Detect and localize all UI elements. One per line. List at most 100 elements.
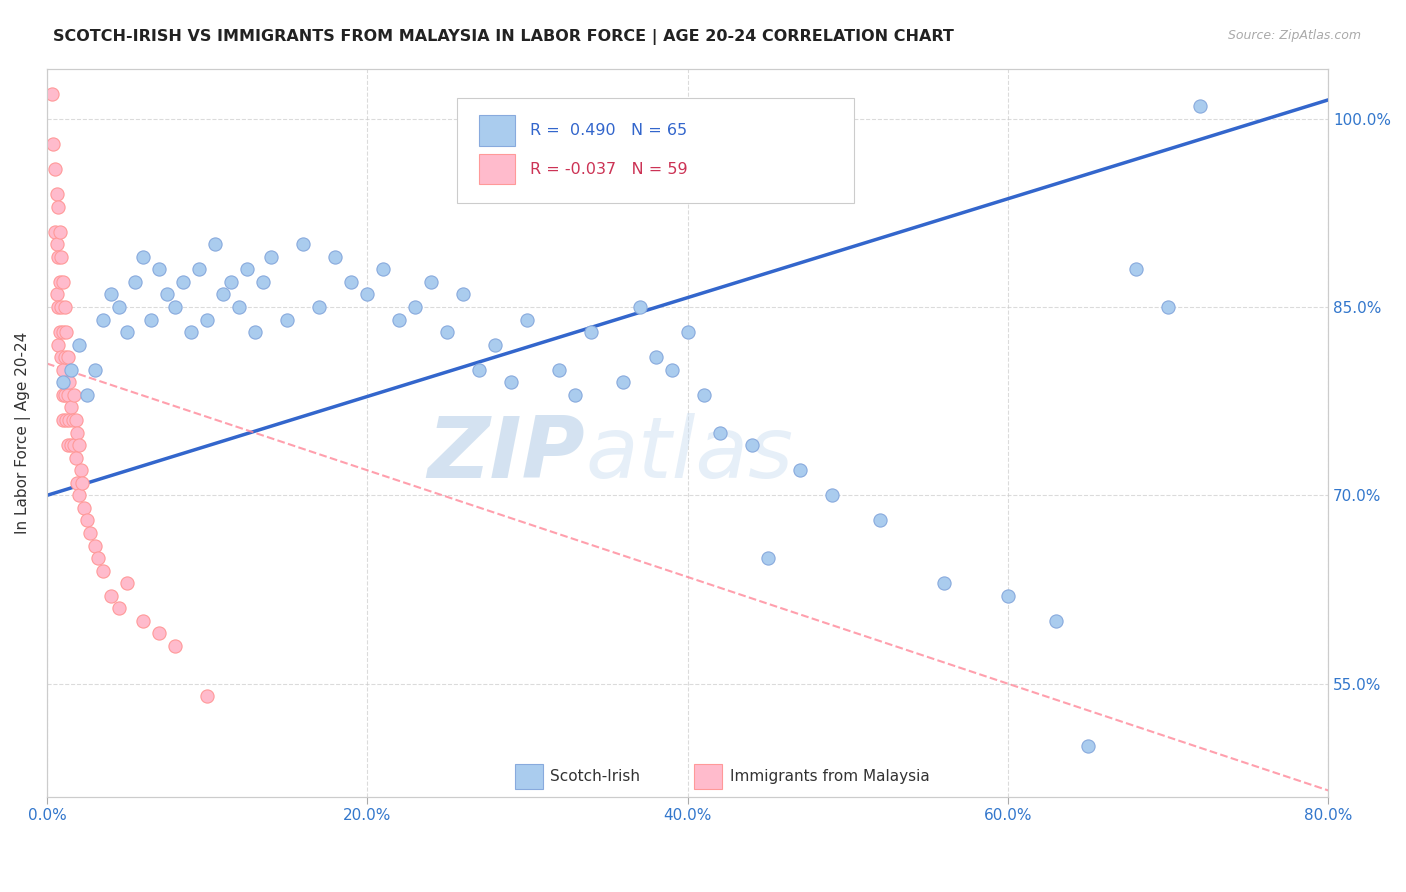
Point bbox=[76, 513, 98, 527]
Point bbox=[453, 287, 475, 301]
Point bbox=[276, 312, 298, 326]
Point bbox=[132, 614, 155, 628]
Point bbox=[323, 250, 346, 264]
Point bbox=[108, 300, 131, 314]
Point bbox=[52, 413, 75, 427]
Point bbox=[404, 300, 426, 314]
Point bbox=[156, 287, 179, 301]
Point bbox=[260, 250, 283, 264]
Point bbox=[44, 225, 66, 239]
Point bbox=[100, 287, 122, 301]
Point bbox=[195, 690, 218, 704]
Point bbox=[45, 237, 67, 252]
Point bbox=[1189, 99, 1212, 113]
Point bbox=[41, 87, 63, 101]
Point bbox=[91, 312, 114, 326]
Point bbox=[869, 513, 891, 527]
Point bbox=[51, 250, 73, 264]
Point bbox=[46, 200, 69, 214]
Point bbox=[356, 287, 378, 301]
Point bbox=[73, 500, 96, 515]
Point bbox=[65, 413, 87, 427]
Point bbox=[56, 438, 79, 452]
Point bbox=[204, 237, 226, 252]
Point bbox=[55, 413, 77, 427]
FancyBboxPatch shape bbox=[457, 97, 853, 203]
Point bbox=[139, 312, 162, 326]
Point bbox=[66, 425, 89, 440]
Point bbox=[228, 300, 250, 314]
Point bbox=[1045, 614, 1067, 628]
Point bbox=[436, 325, 458, 339]
Point bbox=[52, 275, 75, 289]
Point bbox=[644, 351, 666, 365]
Point bbox=[59, 438, 82, 452]
Point bbox=[420, 275, 443, 289]
Point bbox=[548, 363, 571, 377]
Point bbox=[56, 388, 79, 402]
Text: R = -0.037   N = 59: R = -0.037 N = 59 bbox=[530, 161, 688, 177]
Point bbox=[46, 300, 69, 314]
Point bbox=[67, 337, 90, 351]
Point bbox=[115, 325, 138, 339]
Point bbox=[172, 275, 194, 289]
Text: Source: ZipAtlas.com: Source: ZipAtlas.com bbox=[1227, 29, 1361, 42]
FancyBboxPatch shape bbox=[478, 153, 515, 185]
Text: atlas: atlas bbox=[585, 413, 793, 496]
Y-axis label: In Labor Force | Age 20-24: In Labor Force | Age 20-24 bbox=[15, 332, 31, 533]
Point bbox=[124, 275, 146, 289]
Point bbox=[52, 363, 75, 377]
Point bbox=[87, 551, 110, 566]
Point bbox=[45, 187, 67, 202]
Point bbox=[59, 363, 82, 377]
Point bbox=[51, 351, 73, 365]
Point bbox=[63, 388, 86, 402]
Point bbox=[756, 551, 779, 566]
Point bbox=[62, 413, 84, 427]
Point bbox=[292, 237, 315, 252]
Point bbox=[65, 450, 87, 465]
Point bbox=[1157, 300, 1180, 314]
Point bbox=[821, 488, 844, 502]
Point bbox=[484, 337, 506, 351]
Point bbox=[45, 287, 67, 301]
Point bbox=[100, 589, 122, 603]
Point bbox=[58, 376, 80, 390]
Text: Immigrants from Malaysia: Immigrants from Malaysia bbox=[730, 769, 929, 784]
Point bbox=[67, 488, 90, 502]
Point bbox=[52, 376, 75, 390]
Point bbox=[69, 463, 91, 477]
Point bbox=[789, 463, 811, 477]
Point bbox=[236, 262, 259, 277]
Point bbox=[49, 225, 72, 239]
Point bbox=[84, 539, 107, 553]
Point bbox=[58, 413, 80, 427]
Point bbox=[468, 363, 491, 377]
Point bbox=[67, 438, 90, 452]
Point bbox=[997, 589, 1019, 603]
Point bbox=[79, 526, 101, 541]
Point bbox=[516, 312, 538, 326]
Text: Scotch-Irish: Scotch-Irish bbox=[551, 769, 641, 784]
Point bbox=[612, 376, 634, 390]
Point bbox=[76, 388, 98, 402]
Point bbox=[59, 401, 82, 415]
Point bbox=[66, 475, 89, 490]
Point bbox=[165, 639, 187, 653]
Point bbox=[63, 438, 86, 452]
FancyBboxPatch shape bbox=[695, 764, 723, 789]
Point bbox=[212, 287, 235, 301]
Point bbox=[56, 351, 79, 365]
Point bbox=[564, 388, 586, 402]
Point bbox=[148, 262, 170, 277]
Point bbox=[49, 325, 72, 339]
Point bbox=[188, 262, 211, 277]
Point bbox=[709, 425, 731, 440]
Point bbox=[52, 325, 75, 339]
Point bbox=[676, 325, 699, 339]
Point bbox=[219, 275, 242, 289]
Point bbox=[46, 337, 69, 351]
Point bbox=[501, 376, 523, 390]
Point bbox=[581, 325, 603, 339]
Point bbox=[741, 438, 763, 452]
